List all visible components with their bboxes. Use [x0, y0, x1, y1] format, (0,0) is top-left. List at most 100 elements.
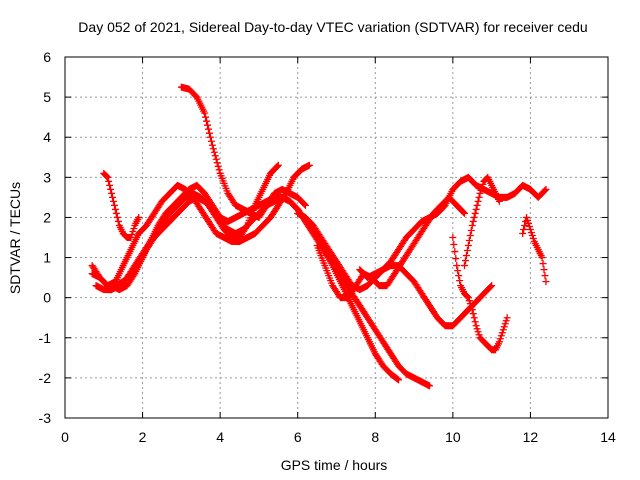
- interpolated-marker: [106, 181, 114, 189]
- interpolated-marker: [206, 133, 214, 141]
- interpolated-marker: [465, 297, 473, 305]
- y-tick-label: 3: [43, 169, 51, 185]
- interpolated-marker: [215, 166, 223, 174]
- interpolated-marker: [466, 300, 474, 308]
- y-tick-label: 0: [43, 290, 51, 306]
- interpolated-marker: [109, 197, 117, 205]
- interpolated-marker: [105, 177, 113, 185]
- y-tick-label: 1: [43, 250, 51, 266]
- data-point: [274, 161, 282, 169]
- interpolated-marker: [109, 193, 117, 201]
- interpolated-marker: [455, 272, 463, 280]
- interpolated-marker: [129, 227, 137, 235]
- data-point: [104, 173, 112, 181]
- data-series: [88, 161, 313, 290]
- y-tick-label: 4: [43, 129, 51, 145]
- y-axis-label: SDTVAR / TECUs: [7, 182, 23, 294]
- data-point: [488, 282, 496, 290]
- interpolated-marker: [463, 293, 471, 301]
- interpolated-marker: [213, 159, 221, 167]
- y-tick-label: -1: [39, 330, 52, 346]
- data-point: [538, 254, 546, 262]
- interpolated-marker: [474, 197, 482, 205]
- plot-frame: [64, 56, 609, 419]
- interpolated-marker: [211, 152, 219, 160]
- interpolated-marker: [524, 216, 532, 224]
- interpolated-marker: [539, 260, 547, 268]
- y-tick-label: 6: [43, 49, 51, 65]
- interpolated-marker: [207, 137, 215, 145]
- x-tick-label: 10: [445, 429, 461, 445]
- data-point: [449, 234, 457, 241]
- interpolated-marker: [450, 241, 458, 249]
- interpolated-marker: [107, 185, 115, 193]
- data-point: [305, 161, 313, 169]
- data-point: [395, 376, 403, 384]
- interpolated-marker: [528, 231, 536, 239]
- interpolated-marker: [202, 113, 210, 121]
- data-series: [313, 193, 468, 302]
- interpolated-marker: [467, 303, 475, 311]
- interpolated-marker: [205, 125, 213, 133]
- interpolated-marker: [541, 186, 549, 194]
- data-point: [208, 141, 216, 149]
- y-tick-label: 2: [43, 209, 51, 225]
- interpolated-marker: [467, 226, 475, 234]
- interpolated-marker: [130, 224, 138, 232]
- x-tick-label: 4: [216, 429, 224, 445]
- interpolated-marker: [451, 248, 459, 256]
- interpolated-marker: [474, 328, 482, 336]
- interpolated-marker: [454, 267, 462, 275]
- interpolated-marker: [477, 186, 485, 194]
- interpolated-marker: [501, 320, 509, 328]
- interpolated-marker: [469, 310, 477, 318]
- data-point: [472, 205, 480, 213]
- interpolated-marker: [478, 183, 486, 191]
- interpolated-marker: [212, 155, 220, 163]
- interpolated-marker: [113, 213, 121, 221]
- interpolated-marker: [473, 201, 481, 209]
- interpolated-marker: [204, 121, 212, 129]
- data-series: [449, 234, 511, 354]
- data-series: [356, 173, 550, 282]
- interpolated-marker: [301, 200, 309, 208]
- data-point: [460, 209, 468, 217]
- interpolated-marker: [498, 329, 506, 337]
- interpolated-marker: [466, 231, 474, 239]
- interpolated-marker: [525, 222, 533, 230]
- interpolated-marker: [540, 266, 548, 274]
- interpolated-marker: [452, 255, 460, 263]
- data-series: [519, 213, 550, 286]
- data-points: [88, 83, 550, 390]
- data-point: [542, 185, 550, 193]
- data-point: [542, 278, 550, 286]
- data-point: [476, 189, 484, 197]
- data-series: [92, 193, 403, 384]
- interpolated-marker: [470, 213, 478, 221]
- x-tick-label: 14: [600, 429, 616, 445]
- x-tick-label: 8: [371, 429, 379, 445]
- interpolated-marker: [529, 235, 537, 243]
- y-tick-label: -3: [39, 410, 52, 426]
- data-point: [453, 262, 461, 270]
- interpolated-marker: [209, 145, 217, 153]
- interpolated-marker: [471, 209, 479, 217]
- interpolated-marker: [210, 148, 218, 156]
- grid-lines: [65, 57, 608, 418]
- interpolated-marker: [497, 332, 505, 340]
- interpolated-marker: [496, 335, 504, 343]
- data-point: [495, 338, 503, 346]
- x-axis-label: GPS time / hours: [281, 457, 388, 473]
- data-point: [426, 382, 434, 390]
- interpolated-marker: [203, 117, 211, 125]
- interpolated-marker: [462, 252, 470, 260]
- interpolated-marker: [487, 283, 495, 291]
- interpolated-marker: [273, 162, 281, 170]
- interpolated-marker: [502, 317, 510, 325]
- interpolated-marker: [469, 217, 477, 225]
- interpolated-marker: [470, 314, 478, 322]
- data-point: [468, 221, 476, 229]
- x-tick-label: 0: [61, 429, 69, 445]
- data-point: [503, 314, 511, 322]
